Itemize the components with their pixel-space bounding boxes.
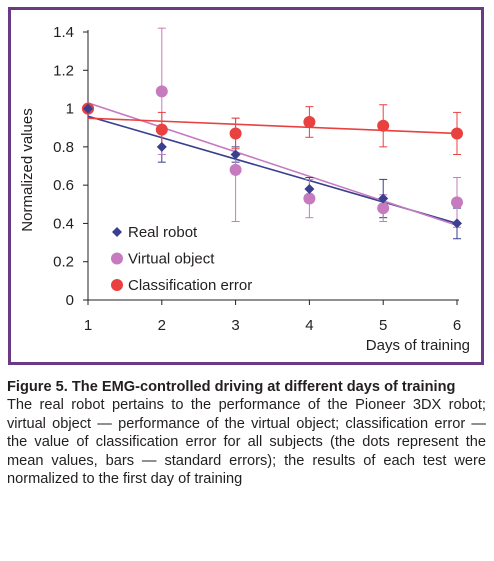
x-tick-label: 3 xyxy=(231,317,239,334)
data-markers xyxy=(82,85,463,229)
x-axis-label: Days of training xyxy=(366,337,470,354)
trendline xyxy=(87,117,458,135)
figure-title: The EMG-controlled driving at different … xyxy=(71,379,456,395)
y-tick-label: 0.8 xyxy=(53,139,74,156)
data-point xyxy=(155,123,168,136)
y-tick-label: 0.4 xyxy=(53,215,74,232)
data-point xyxy=(229,127,242,140)
data-point xyxy=(377,202,390,215)
x-tick-label: 6 xyxy=(453,317,461,334)
data-point xyxy=(303,192,316,205)
legend-marker xyxy=(112,227,122,237)
data-point xyxy=(451,127,463,140)
data-point xyxy=(378,193,389,204)
y-tick-label: 0.2 xyxy=(53,254,74,271)
y-axis-label: Normalized values xyxy=(19,108,36,231)
data-point xyxy=(83,103,93,114)
axes: 0 0.2 0.4 0.6 0.8 1 1.2 1.4 1 2 3 4 5 6 xyxy=(53,24,461,334)
data-point xyxy=(377,119,390,132)
legend-label: Classification error xyxy=(128,277,252,294)
x-tick-label: 2 xyxy=(158,317,166,334)
legend-marker xyxy=(111,279,123,291)
data-point xyxy=(303,115,316,128)
figure-label: Figure 5. xyxy=(7,379,68,395)
data-point xyxy=(230,149,241,160)
figure-caption: Figure 5. The EMG-controlled driving at … xyxy=(7,378,486,488)
y-tick-label: 1.2 xyxy=(53,62,74,79)
figure-frame xyxy=(8,7,484,365)
data-point xyxy=(451,196,463,209)
legend: Real robot Virtual object Classification e… xyxy=(111,224,252,294)
chart: 0 0.2 0.4 0.6 0.8 1 1.2 1.4 1 2 3 4 5 6 Real robot Vir… xyxy=(19,24,470,354)
legend-marker xyxy=(111,252,123,265)
y-tick-label: 1.4 xyxy=(53,24,74,41)
legend-label: Real robot xyxy=(128,224,198,241)
data-point xyxy=(452,218,462,229)
trendline xyxy=(87,102,458,227)
y-tick-label: 0 xyxy=(66,292,74,309)
x-tick-label: 4 xyxy=(305,317,313,334)
error-bars xyxy=(157,27,461,240)
y-tick-label: 1 xyxy=(66,101,74,118)
data-point xyxy=(155,85,168,98)
caption-body: The real robot pertains to the performan… xyxy=(7,397,486,488)
x-tick-label: 1 xyxy=(84,317,92,334)
trendlines xyxy=(87,102,458,227)
data-point xyxy=(229,163,242,176)
data-point xyxy=(156,141,167,152)
legend-label: Virtual object xyxy=(128,251,215,268)
caption-title: Figure 5. The EMG-controlled driving at … xyxy=(7,378,486,396)
data-point xyxy=(304,183,315,194)
y-tick-label: 0.6 xyxy=(53,177,74,194)
x-tick-label: 5 xyxy=(379,317,387,334)
